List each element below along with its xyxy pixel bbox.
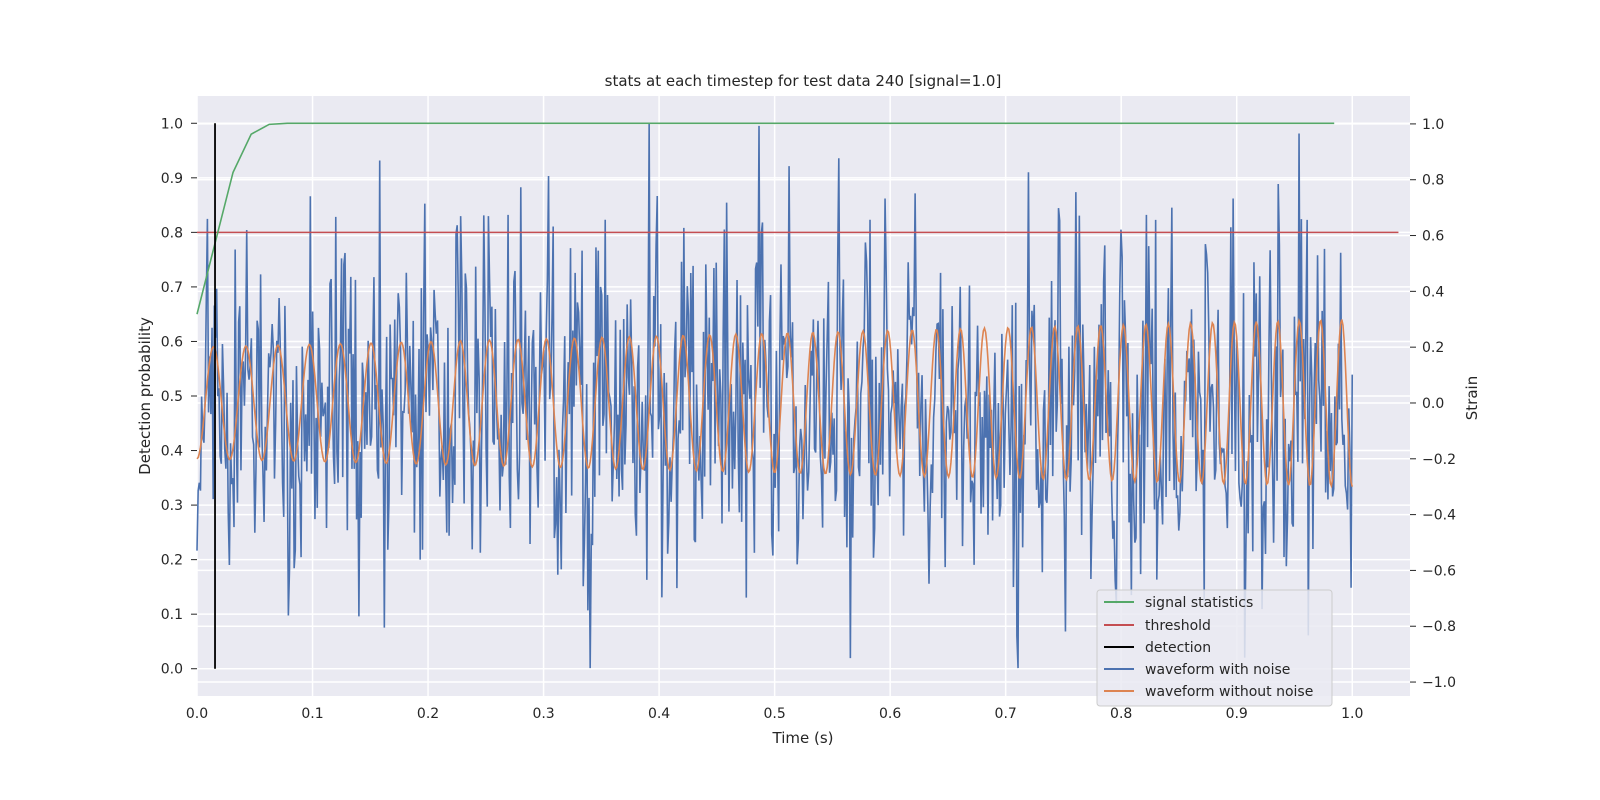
y-left-axis-label: Detection probability [136,317,154,475]
x-tick-label: 0.4 [648,706,670,722]
y-left-tick-label: 0.1 [161,607,183,623]
y-left-tick-label: 0.7 [161,280,183,296]
y-left-tick-label: 0.6 [161,334,183,350]
legend: signal statistics threshold detection wa… [1096,589,1333,707]
y-right-tick-label: −0.6 [1422,563,1456,579]
y-right-tick-label: 0.0 [1422,396,1444,412]
x-axis-label: Time (s) [772,729,834,747]
chart-title: stats at each timestep for test data 240… [605,72,1002,90]
legend-box [1096,589,1333,707]
y-right-tick-label: 0.2 [1422,340,1444,356]
y-left-tick-label: 0.9 [161,171,183,187]
y-right-axis-ticks: −1.0 −0.8 −0.6 −0.4 −0.2 0.0 0.2 0.4 0.6 0.8 1.0 [1410,117,1456,691]
y-right-tick-label: −1.0 [1422,675,1456,691]
y-right-tick-label: 0.4 [1422,284,1444,300]
legend-label-waveform-without-noise: waveform without noise [1145,684,1313,700]
x-tick-label: 0.1 [301,706,323,722]
y-left-axis-ticks: 0.0 0.1 0.2 0.3 0.4 0.5 0.6 0.7 0.8 0.9 1.0 [161,116,197,678]
series-layer [196,122,1399,669]
y-right-tick-label: 0.6 [1422,229,1444,245]
y-left-tick-label: 0.5 [161,389,183,405]
y-right-axis-label: Strain [1463,376,1481,420]
y-left-tick-label: 0.4 [161,444,183,460]
x-tick-label: 0.5 [763,706,785,722]
y-right-tick-label: −0.2 [1422,452,1456,468]
x-tick-label: 0.9 [1226,706,1248,722]
x-tick-label: 0.0 [186,706,208,722]
y-right-tick-label: −0.8 [1422,619,1456,635]
series-waveform-without-noise [196,317,1354,489]
y-left-tick-label: 0.3 [161,498,183,514]
x-tick-label: 1.0 [1341,706,1363,722]
y-right-tick-label: 1.0 [1422,117,1444,133]
x-axis-ticks: 0.0 0.1 0.2 0.3 0.4 0.5 0.6 0.7 0.8 0.9 1.0 [186,706,1364,722]
y-left-tick-label: 0.2 [161,553,183,569]
x-tick-label: 0.2 [417,706,439,722]
y-left-tick-label: 0.0 [161,662,183,678]
series-waveform-with-noise [196,123,1354,669]
legend-label-waveform-with-noise: waveform with noise [1145,662,1290,678]
y-left-tick-label: 0.8 [161,225,183,241]
legend-label-threshold: threshold [1145,618,1211,634]
x-tick-label: 0.3 [532,706,554,722]
x-tick-label: 0.6 [879,706,901,722]
legend-label-detection: detection [1145,640,1211,656]
series-signal-statistics [196,122,1335,315]
y-right-tick-label: 0.8 [1422,173,1444,189]
x-tick-label: 0.8 [1110,706,1132,722]
x-tick-label: 0.7 [995,706,1017,722]
y-right-tick-label: −0.4 [1422,508,1456,524]
y-left-tick-label: 1.0 [161,116,183,132]
legend-label-signal-statistics: signal statistics [1145,595,1253,611]
